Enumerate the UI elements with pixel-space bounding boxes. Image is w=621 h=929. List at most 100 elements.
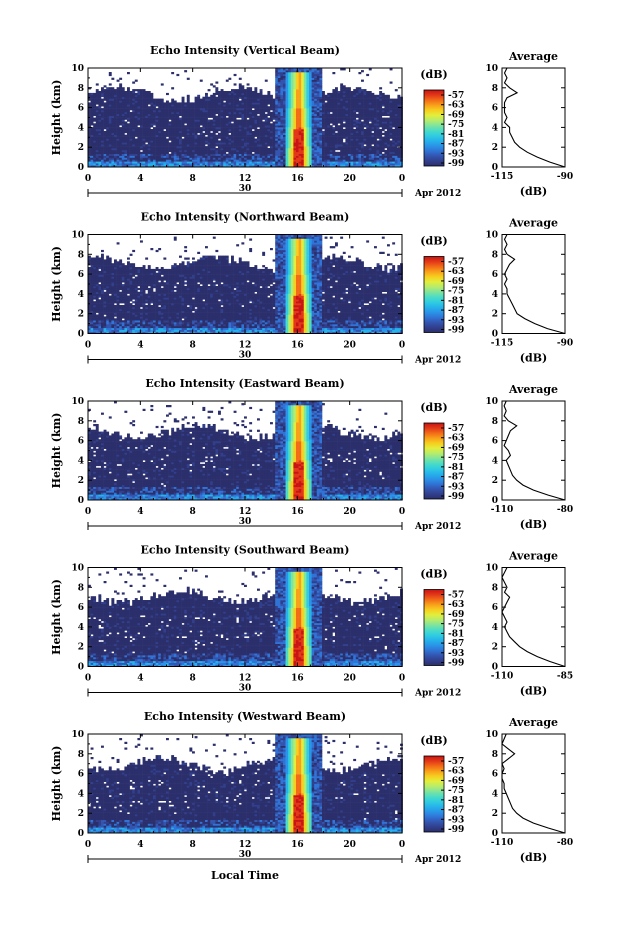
average-y-tick-label: 4 — [492, 623, 498, 633]
average-y-tick-label: 6 — [492, 770, 498, 780]
x-axis-label: Local Time — [211, 869, 279, 882]
x-tick-label: 12 — [239, 507, 252, 517]
x-tick-label: 0 — [85, 840, 91, 850]
colorbar-tick-label: -57 — [448, 591, 464, 601]
x-tick-label: 12 — [239, 840, 252, 850]
average-y-tick-label: 8 — [492, 84, 498, 94]
y-tick-label: 8 — [78, 750, 84, 760]
x-tick-label: 20 — [343, 174, 356, 184]
average-y-tick-label: 4 — [492, 789, 498, 799]
heatmap-cells — [88, 234, 403, 334]
y-tick-label: 6 — [78, 770, 84, 780]
average-y-tick-label: 4 — [492, 290, 498, 300]
day-label: 30 — [239, 351, 252, 361]
average-x-label: (dB) — [520, 518, 547, 531]
colorbar-tick-label: -63 — [448, 600, 464, 610]
date-label: Apr 2012 — [414, 522, 461, 532]
heatmap-cells — [88, 68, 403, 168]
heatmap-cells — [88, 401, 403, 501]
average-y-tick-label: 8 — [492, 250, 498, 260]
x-tick-label: 8 — [190, 674, 196, 684]
colorbar-tick-label: -69 — [448, 776, 464, 786]
colorbar-tick-label: -63 — [448, 267, 464, 277]
colorbar-tick-label: -99 — [448, 326, 464, 336]
colorbar-tick-label: -93 — [448, 815, 464, 825]
x-tick-label: 4 — [137, 840, 143, 850]
chart-title: Echo Intensity (Eastward Beam) — [145, 377, 344, 390]
y-axis-label: Height (km) — [50, 80, 63, 156]
x-tick-label: 20 — [343, 507, 356, 517]
average-y-tick-label: 0 — [492, 330, 498, 340]
colorbar-tick-label: -57 — [448, 424, 464, 434]
x-tick-label: 0 — [399, 174, 405, 184]
chart-title: Echo Intensity (Northward Beam) — [141, 211, 350, 224]
x-tick-label: 0 — [85, 507, 91, 517]
y-tick-label: 2 — [78, 643, 84, 653]
x-tick-label: 20 — [343, 341, 356, 351]
colorbar — [423, 89, 445, 167]
average-profile-line — [501, 567, 566, 668]
colorbar-tick-label: -87 — [448, 806, 464, 816]
panel-3: Echo Intensity (Eastward Beam) 0 2 4 6 8 10 Hei… — [50, 377, 573, 532]
colorbar-tick-label: -75 — [448, 453, 464, 463]
colorbar-unit: (dB) — [420, 68, 447, 81]
colorbar-tick-label: -93 — [448, 149, 464, 159]
colorbar-tick-label: -87 — [448, 140, 464, 150]
average-frame — [501, 234, 566, 334]
colorbar-tick-label: -57 — [448, 757, 464, 767]
colorbar-tick-label: -81 — [448, 296, 464, 306]
x-tick-label: 12 — [239, 341, 252, 351]
x-tick-label: 8 — [190, 341, 196, 351]
average-profile-line — [501, 733, 566, 834]
chart-title: Echo Intensity (Southward Beam) — [141, 544, 350, 557]
colorbar-tick-label: -93 — [448, 649, 464, 659]
average-y-tick-label: 10 — [485, 397, 498, 407]
average-y-tick-label: 0 — [492, 163, 498, 173]
colorbar — [423, 755, 445, 833]
average-y-tick-label: 10 — [485, 231, 498, 241]
colorbar-tick-label: -93 — [448, 482, 464, 492]
average-x-tick-label: -110 — [491, 505, 514, 515]
average-x-tick-label: -90 — [557, 172, 573, 182]
average-title: Average — [508, 716, 558, 729]
y-tick-label: 4 — [78, 456, 84, 466]
y-tick-label: 6 — [78, 270, 84, 280]
chart-title: Echo Intensity (Westward Beam) — [144, 710, 346, 723]
average-x-label: (dB) — [520, 851, 547, 864]
chart-title: Echo Intensity (Vertical Beam) — [150, 44, 340, 57]
y-tick-label: 10 — [71, 397, 84, 407]
colorbar-tick-label: -63 — [448, 101, 464, 111]
x-tick-label: 0 — [399, 840, 405, 850]
colorbar-tick-label: -93 — [448, 316, 464, 326]
x-tick-label: 16 — [291, 674, 304, 684]
x-tick-label: 16 — [291, 840, 304, 850]
colorbar-tick-label: -57 — [448, 91, 464, 101]
y-tick-label: 8 — [78, 84, 84, 94]
average-x-label: (dB) — [520, 185, 547, 198]
colorbar-tick-label: -99 — [448, 825, 464, 835]
average-y-tick-label: 6 — [492, 270, 498, 280]
average-profile-line — [503, 400, 566, 501]
colorbar-tick-label: -87 — [448, 639, 464, 649]
heatmap-cells — [88, 567, 403, 667]
colorbar-tick-label: -75 — [448, 786, 464, 796]
average-x-label: (dB) — [520, 685, 547, 698]
y-tick-label: 2 — [78, 476, 84, 486]
x-tick-label: 0 — [85, 341, 91, 351]
average-y-tick-label: 8 — [492, 583, 498, 593]
y-tick-label: 4 — [78, 290, 84, 300]
colorbar-tick-label: -57 — [448, 258, 464, 268]
average-y-tick-label: 0 — [492, 496, 498, 506]
panel-5: Echo Intensity (Westward Beam) 0 2 4 6 8 10 Hei… — [50, 710, 573, 865]
colorbar-tick-label: -87 — [448, 306, 464, 316]
colorbar-tick-label: -99 — [448, 492, 464, 502]
x-tick-label: 20 — [343, 840, 356, 850]
y-axis-label: Height (km) — [50, 246, 63, 322]
average-title: Average — [508, 217, 558, 230]
y-tick-label: 6 — [78, 603, 84, 613]
y-tick-label: 6 — [78, 437, 84, 447]
x-tick-label: 8 — [190, 840, 196, 850]
average-y-tick-label: 6 — [492, 437, 498, 447]
colorbar-tick-label: -75 — [448, 620, 464, 630]
average-x-tick-label: -110 — [491, 672, 514, 682]
